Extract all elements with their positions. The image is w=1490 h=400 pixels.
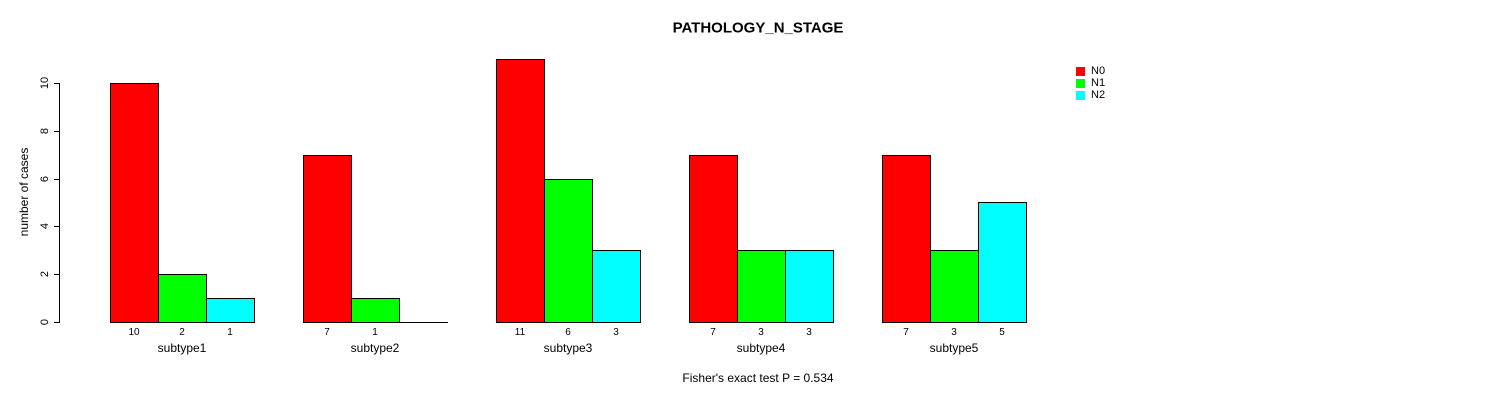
y-tick-label: 4	[39, 223, 51, 230]
bar-n0-subtype2	[303, 155, 352, 323]
bar-n2-subtype1	[206, 298, 255, 323]
y-tick-label: 2	[39, 271, 51, 278]
y-tick-label: 10	[39, 76, 51, 90]
bar-n2-subtype2	[399, 322, 448, 323]
x-group-label: subtype2	[350, 341, 400, 355]
legend-label-n1: N1	[1091, 77, 1106, 89]
legend: N0 N1 N2	[1076, 65, 1105, 101]
legend-entry-n2: N2	[1076, 89, 1105, 101]
bar-n1-subtype4	[737, 250, 786, 323]
legend-entry-n1: N1	[1076, 77, 1105, 89]
bar-value-label: 11	[514, 327, 526, 338]
legend-label-n0: N0	[1091, 65, 1106, 77]
legend-entry-n0: N0	[1076, 65, 1105, 77]
bar-n1-subtype3	[544, 179, 593, 323]
bar-value-label: 7	[324, 327, 330, 338]
y-axis-tick	[54, 322, 59, 323]
bar-n1-subtype2	[351, 298, 400, 323]
y-axis-tick	[54, 178, 59, 180]
bar-n1-subtype1	[158, 274, 207, 323]
bar-value-label: 2	[179, 327, 185, 338]
bar-value-label: 3	[806, 327, 812, 338]
bar-n0-subtype5	[882, 155, 931, 323]
bar-n1-subtype5	[930, 250, 979, 323]
legend-swatch-n0	[1076, 66, 1085, 76]
y-tick-label: 8	[39, 127, 51, 134]
y-axis-tick	[54, 130, 59, 132]
bar-value-label: 3	[613, 327, 619, 338]
y-tick-label: 0	[39, 318, 51, 326]
bar-value-label: 3	[758, 327, 764, 338]
y-tick-label: 6	[39, 175, 51, 182]
x-group-label: subtype3	[543, 341, 593, 355]
y-axis-line	[59, 83, 60, 323]
bar-n0-subtype3	[496, 59, 545, 323]
bar-value-label: 5	[999, 327, 1005, 338]
y-axis-tick	[54, 83, 59, 84]
bar-n2-subtype4	[785, 250, 834, 323]
bar-n0-subtype1	[110, 83, 159, 323]
bar-n2-subtype3	[592, 250, 641, 323]
x-group-label: subtype1	[157, 341, 207, 355]
bar-value-label: 7	[903, 327, 909, 338]
legend-swatch-n2	[1076, 90, 1085, 100]
x-group-label: subtype4	[736, 341, 786, 355]
legend-label-n2: N2	[1091, 89, 1106, 101]
bar-n2-subtype5	[978, 202, 1027, 323]
bar-value-label: 6	[565, 327, 571, 338]
y-axis-tick	[54, 274, 59, 276]
bar-value-label: 1	[372, 327, 378, 338]
bar-value-label: 1	[227, 327, 233, 338]
y-axis-tick	[54, 226, 59, 228]
legend-swatch-n1	[1076, 78, 1085, 88]
bar-value-label: 7	[710, 327, 716, 338]
bar-value-label: 10	[128, 327, 140, 338]
bar-value-label: 3	[951, 327, 957, 338]
x-group-label: subtype5	[929, 341, 979, 355]
chart-title: PATHOLOGY_N_STAGE	[672, 19, 844, 37]
bar-n0-subtype4	[689, 155, 738, 323]
caption-fishers-exact-test: Fisher's exact test P = 0.534	[682, 371, 834, 385]
